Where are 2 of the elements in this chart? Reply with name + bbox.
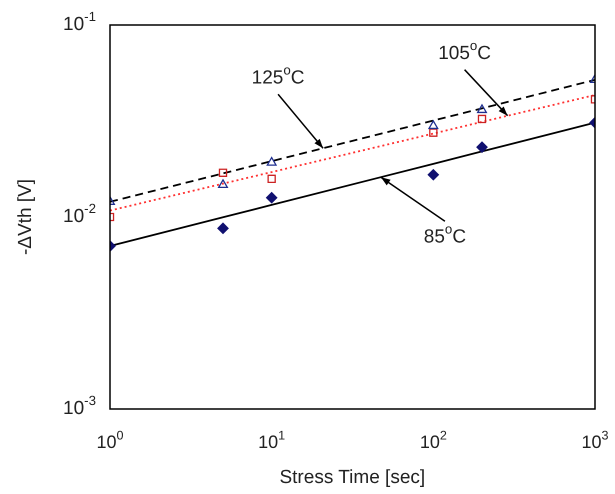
y-axis-title: -ΔVth [V] [15, 178, 36, 256]
x-axis-title: Stress Time [sec] [279, 467, 426, 488]
